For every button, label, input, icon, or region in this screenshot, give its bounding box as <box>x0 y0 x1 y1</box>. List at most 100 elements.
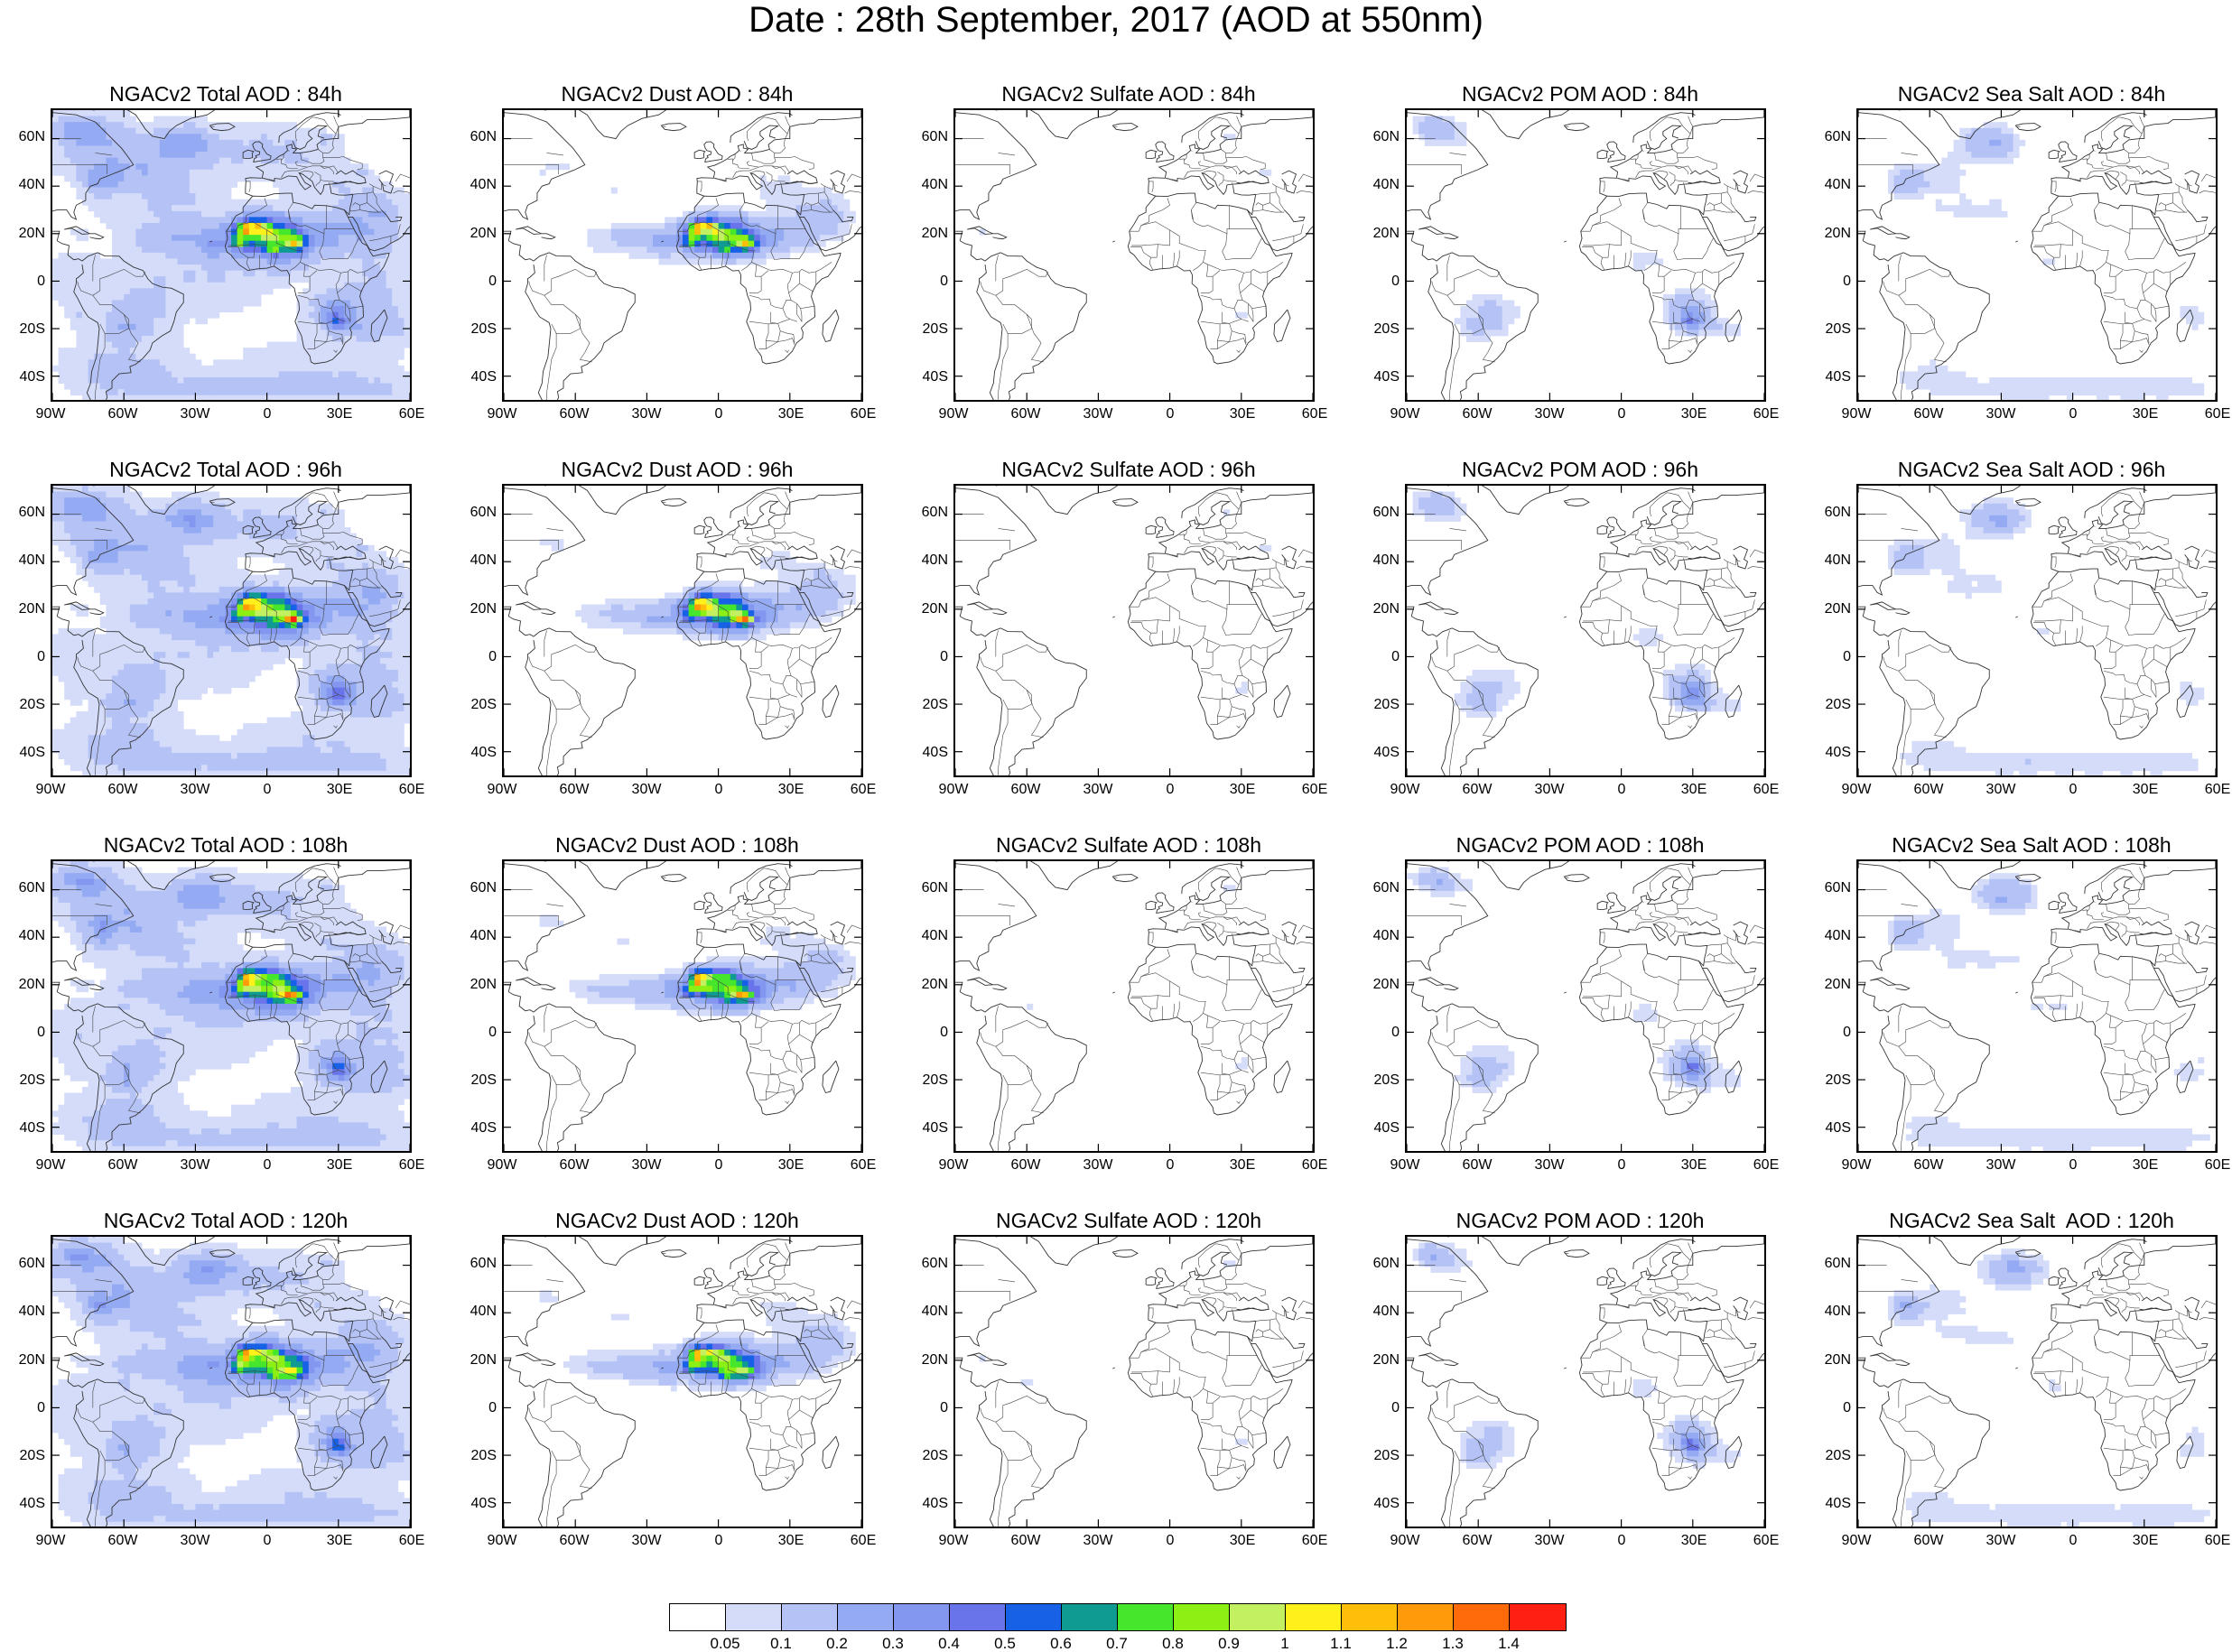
aod-cell <box>213 492 219 498</box>
aod-cell <box>1425 122 1431 128</box>
aod-cell <box>1977 211 1984 218</box>
aod-cell <box>339 193 345 200</box>
lat-label: 40N <box>1356 177 1400 193</box>
aod-cell <box>70 377 77 384</box>
aod-cell <box>112 527 118 534</box>
aod-cell <box>605 235 611 241</box>
aod-cell <box>339 223 345 229</box>
aod-cell <box>100 557 107 563</box>
aod-cell <box>1711 324 1717 330</box>
aod-cell <box>1448 140 1455 146</box>
aod-cell <box>297 271 303 277</box>
aod-cell <box>314 534 321 540</box>
aod-cell <box>404 253 410 259</box>
aod-cell <box>178 580 184 587</box>
aod-cell <box>213 306 219 312</box>
aod-cell <box>814 211 820 218</box>
aod-cell <box>314 235 321 241</box>
aod-cell <box>142 324 148 330</box>
aod-cell <box>172 527 178 534</box>
aod-cell <box>357 389 363 395</box>
aod-cell <box>153 324 160 330</box>
aod-cell <box>201 306 208 312</box>
country-border <box>1669 172 1675 186</box>
aod-cell <box>1669 324 1675 330</box>
aod-cell <box>160 497 166 504</box>
aod-cell <box>309 371 315 377</box>
coastline <box>2069 171 2172 194</box>
aod-cell <box>778 253 785 259</box>
aod-cell <box>172 283 178 289</box>
aod-cell <box>273 384 279 390</box>
aod-cell <box>112 211 118 218</box>
aod-cell <box>327 253 333 259</box>
aod-cell <box>130 193 136 200</box>
aod-cell <box>2120 389 2126 395</box>
aod-cell <box>1645 253 1651 259</box>
aod-cell <box>742 235 749 241</box>
aod-cell <box>82 348 88 354</box>
aod-cell <box>772 229 778 236</box>
aod-cell <box>314 276 321 283</box>
aod-cell <box>148 354 154 360</box>
aod-cell <box>153 599 160 605</box>
aod-cell <box>208 170 214 176</box>
country-border <box>1191 206 1229 234</box>
country-border <box>2101 117 2120 141</box>
aod-cell <box>52 504 59 510</box>
aod-cell <box>279 158 285 164</box>
aod-cell <box>213 134 219 140</box>
aod-cell <box>790 193 796 200</box>
aod-cell <box>398 283 405 289</box>
aod-cell <box>386 300 393 306</box>
aod-cell <box>201 140 208 146</box>
aod-cell <box>183 521 190 527</box>
aod-cell <box>70 324 77 330</box>
aod-cell <box>297 569 303 575</box>
aod-cell <box>88 575 95 581</box>
aod-cell <box>178 318 184 324</box>
aod-cell <box>195 599 201 605</box>
aod-cell <box>327 569 333 575</box>
aod-cell <box>1484 294 1491 301</box>
aod-cell <box>112 486 118 492</box>
aod-cell <box>2007 152 2013 158</box>
aod-cell <box>1888 181 1894 188</box>
aod-cell <box>1911 193 1918 200</box>
aod-cell <box>350 395 357 400</box>
aod-cell <box>76 170 82 176</box>
aod-cell <box>1911 181 1918 188</box>
aod-cell <box>172 265 178 271</box>
aod-cell <box>183 534 190 540</box>
lat-label: 0 <box>2 274 45 290</box>
aod-cell <box>64 253 70 259</box>
aod-cell <box>130 223 136 229</box>
aod-cell <box>237 497 244 504</box>
aod-cell <box>327 348 333 354</box>
aod-cell <box>344 283 350 289</box>
aod-cell <box>380 223 386 229</box>
aod-cell <box>267 205 274 211</box>
country-border <box>1253 205 1263 211</box>
aod-cell <box>392 563 398 570</box>
aod-cell <box>231 134 237 140</box>
aod-cell <box>208 265 214 271</box>
aod-cell <box>1971 152 1977 158</box>
aod-cell <box>404 389 410 395</box>
aod-cell <box>339 563 345 570</box>
aod-cell <box>64 145 70 152</box>
aod-cell <box>148 318 154 324</box>
country-border <box>1650 162 1661 168</box>
aod-cell <box>297 193 303 200</box>
aod-cell <box>190 527 196 534</box>
aod-cell <box>1418 134 1425 140</box>
aod-cell <box>362 200 368 206</box>
aod-cell <box>59 359 65 366</box>
aod-cell <box>64 128 70 135</box>
aod-cell <box>339 377 345 384</box>
aod-cell <box>100 193 107 200</box>
aod-cell <box>195 200 201 206</box>
aod-cell <box>321 205 327 211</box>
aod-cell <box>118 575 125 581</box>
